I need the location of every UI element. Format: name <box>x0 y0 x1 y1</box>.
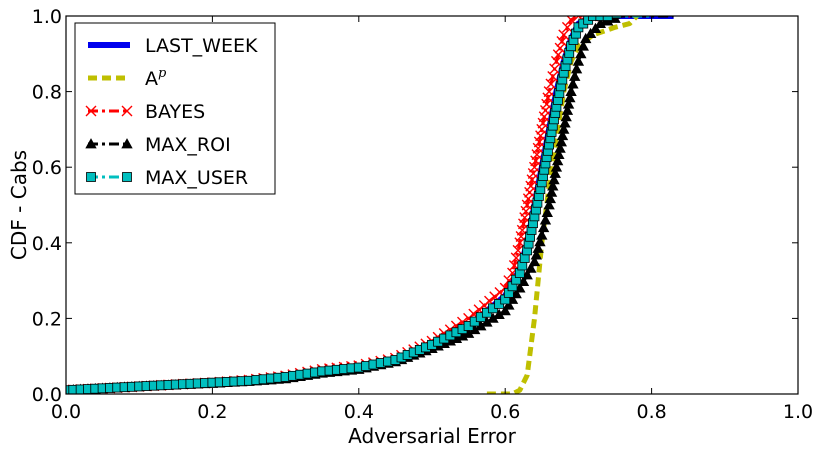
legend-item: MAX_ROI <box>85 134 231 156</box>
data-point <box>580 32 592 44</box>
data-point <box>550 55 562 67</box>
legend-label-text: BAYES <box>145 101 205 123</box>
data-point <box>549 167 561 178</box>
data-point <box>554 142 566 153</box>
y-tick-label: 1.0 <box>32 6 62 28</box>
legend-label-text: LAST_WEEK <box>145 35 258 57</box>
y-axis: 0.0 0.2 0.4 0.6 0.8 1.0 <box>32 6 798 406</box>
data-point <box>548 173 560 185</box>
legend-label: BAYES <box>145 101 205 123</box>
data-point <box>499 305 511 316</box>
legend-marker <box>85 105 97 117</box>
data-point <box>541 206 553 217</box>
data-point <box>561 21 573 33</box>
data-point <box>537 221 550 233</box>
y-tick-label: 0.8 <box>32 82 62 104</box>
data-point <box>602 16 613 21</box>
legend-item: Ap <box>88 66 167 90</box>
data-point <box>532 242 544 253</box>
data-point <box>545 186 558 197</box>
x-axis-title: Adversarial Error <box>348 424 517 448</box>
y-tick-label: 0.2 <box>32 308 62 330</box>
data-point <box>575 47 587 59</box>
legend-label: LAST_WEEK <box>145 35 258 57</box>
data-point <box>528 255 541 267</box>
x-tick-label: 0.6 <box>490 401 520 423</box>
data-point <box>595 16 606 21</box>
data-point <box>552 49 564 61</box>
data-point <box>588 16 598 21</box>
x-tick-label: 0.0 <box>51 401 81 423</box>
data-point <box>567 78 579 89</box>
data-point <box>556 36 568 48</box>
data-point <box>536 229 548 240</box>
x-axis: 0.0 0.2 0.4 0.6 0.8 1.0 <box>51 16 813 423</box>
y-axis-title: CDF - Cabs <box>7 150 31 260</box>
legend-label: MAX_USER <box>145 167 248 189</box>
y-tick-label: 0.4 <box>32 233 62 255</box>
legend-marker <box>85 138 97 149</box>
data-point <box>503 299 515 310</box>
legend: LAST_WEEK Ap BAYES MAX_ROI MAX_USER <box>74 22 276 195</box>
legend-box <box>74 22 276 195</box>
y-tick-label: 0.6 <box>32 157 62 179</box>
data-point <box>544 192 557 204</box>
data-point <box>561 104 574 115</box>
series-layer <box>66 16 674 394</box>
data-point <box>589 22 602 33</box>
legend-label: Ap <box>145 66 167 90</box>
data-point <box>554 42 566 54</box>
data-point <box>543 199 555 210</box>
legend-item: MAX_USER <box>86 167 248 189</box>
legend-item: BAYES <box>85 101 205 123</box>
legend-item: LAST_WEEK <box>88 35 258 57</box>
data-point <box>560 110 572 122</box>
legend-marker <box>122 172 132 182</box>
legend-marker <box>86 172 96 182</box>
data-point <box>564 92 576 103</box>
x-tick-label: 0.2 <box>197 401 227 423</box>
data-point <box>534 236 546 247</box>
data-point <box>570 63 583 74</box>
data-point <box>577 40 589 51</box>
data-point <box>584 27 597 39</box>
data-point <box>525 262 537 273</box>
legend-marker <box>121 105 133 117</box>
data-point <box>539 214 552 225</box>
x-tick-label: 0.4 <box>344 401 374 423</box>
legend-marker <box>121 138 133 149</box>
data-point <box>555 136 567 147</box>
y-tick-label: 0.0 <box>32 384 62 406</box>
x-tick-label: 0.8 <box>636 401 666 423</box>
x-tick-label: 1.0 <box>783 401 813 423</box>
data-point <box>569 70 581 81</box>
data-point <box>551 155 564 166</box>
data-point <box>530 249 542 260</box>
data-point <box>565 85 577 96</box>
plot-frame <box>65 15 799 395</box>
data-point <box>572 55 585 66</box>
series-max-user <box>66 16 652 394</box>
data-point <box>558 29 570 41</box>
data-point <box>553 148 565 159</box>
data-point <box>556 129 569 141</box>
data-point <box>559 117 571 128</box>
legend-label-text: MAX_USER <box>145 167 248 189</box>
legend-label: MAX_ROI <box>145 134 231 156</box>
data-point <box>547 180 559 191</box>
data-point <box>550 161 563 172</box>
legend-label-superscript: p <box>158 66 167 81</box>
legend-label-text: MAX_ROI <box>145 134 231 156</box>
data-point <box>558 123 570 134</box>
legend-label-text: A <box>145 68 158 90</box>
data-point <box>549 63 561 75</box>
data-point <box>562 98 575 109</box>
